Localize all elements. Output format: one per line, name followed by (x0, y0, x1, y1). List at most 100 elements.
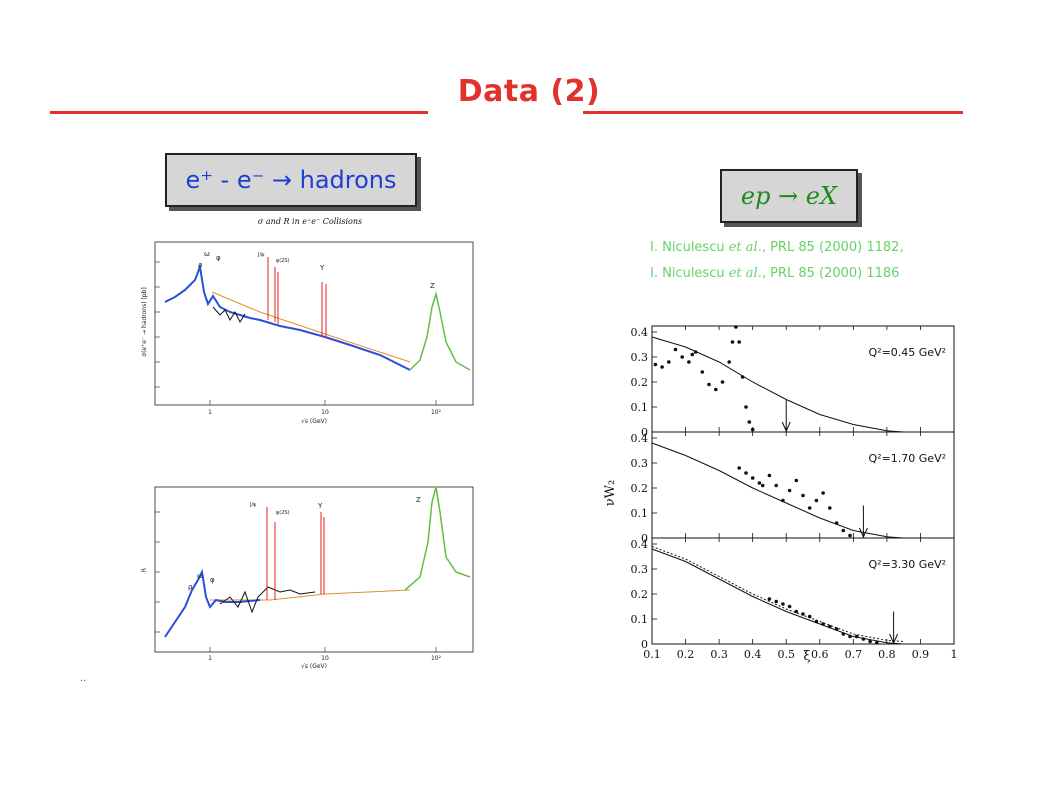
title-rule-left (50, 111, 428, 114)
panel-2-data-point (744, 471, 748, 475)
panel-1-ytick-label: 0.3 (631, 351, 649, 364)
panel-2-data-point (757, 481, 762, 485)
ee-plot-title: σ and R in e⁺e⁻ Collisions (258, 217, 362, 226)
panel-1-data-point (660, 365, 664, 369)
panel-1-data-point (727, 360, 731, 364)
panel-2-ytick-label: 0.3 (631, 457, 649, 470)
panel-3-data-point (841, 632, 846, 636)
r-plot-frame (154, 486, 474, 653)
panel-2-data-point (814, 498, 819, 503)
xtick-label: 1 (951, 648, 958, 661)
sigma-z-peak (409, 291, 471, 371)
panel-3-data-point (767, 597, 772, 601)
panel-2-q2-label: Q²=1.70 GeV² (869, 452, 947, 465)
reference-2-etal: et al. (728, 266, 762, 281)
panel-2-data-point (841, 528, 846, 533)
panel-3-q2-label: Q²=3.30 GeV² (869, 558, 947, 571)
panel-1-data-point (737, 340, 741, 344)
panel-1-curve (651, 336, 904, 433)
panel-frame-1 (651, 325, 955, 433)
panel-2-ytick-label: 0 (641, 532, 648, 545)
xtick-label: 0.5 (777, 648, 795, 661)
r-label-z: Z (416, 496, 421, 504)
panel-1-data-point (653, 362, 658, 367)
panel-1-data-point (747, 420, 752, 424)
ee-hadrons-label: e⁺ - e⁻ → hadrons (185, 166, 397, 194)
panel-1-data-point (693, 350, 698, 354)
panel-1-data-point (673, 347, 678, 352)
sigma-plot: σ(e⁺e⁻ → hadrons) [pb] √s (GeV) 1 10 10²… (141, 241, 474, 425)
panel-2-data-point (821, 491, 825, 495)
panel-3-ytick-label: 0.3 (631, 563, 649, 576)
r-xtick-10: 10 (321, 655, 329, 662)
reference-1: I. Niculescu et al., PRL 85 (2000) 1182, (650, 240, 904, 255)
panel-1-ytick-label: 0.4 (631, 326, 649, 339)
panel-3-data-point (781, 602, 785, 606)
panel-1-data-point (714, 387, 718, 392)
panel-2-data-point (834, 521, 839, 525)
sigma-label-upsilon: Υ (319, 264, 325, 272)
panel-1-data-point (690, 352, 695, 357)
reference-2-authors: I. Niculescu (650, 266, 729, 281)
ep-ex-label: ep → eX (740, 182, 838, 210)
panel-3-arrow-head (889, 633, 899, 645)
panel-1-data-point (740, 375, 745, 379)
panel-3-data-point (854, 634, 859, 639)
panel-2-data-point (807, 506, 812, 510)
panel-2-arrow-head (858, 527, 868, 539)
panel-3-curve (651, 548, 904, 645)
xtick-label: 0.6 (811, 648, 829, 661)
panel-2-data-point (794, 478, 799, 483)
panel-3-data-point (821, 622, 825, 626)
r-xtick-1: 1 (208, 655, 212, 662)
panel-2-data-point (774, 483, 778, 488)
panel-3-ytick-label: 0.1 (631, 613, 649, 626)
panel-1-data-point (730, 340, 735, 344)
panel-1-ytick-label: 0.1 (631, 401, 649, 414)
panel-3-ytick-label: 0.4 (631, 538, 649, 551)
reference-2-citation: , PRL 85 (2000) 1186 (761, 266, 900, 281)
r-label-omega: ω (197, 572, 203, 580)
panel-2-ytick-label: 0.1 (631, 507, 649, 520)
panel-2-ytick-label: 0.2 (631, 482, 649, 495)
panel-1-data-point (687, 360, 691, 364)
sigma-plot-frame (154, 241, 474, 406)
sigma-label-z: Z (430, 282, 435, 290)
panel-2-curve (651, 442, 904, 539)
panel-1-data-point (734, 325, 738, 329)
sigma-xtick-100: 10² (431, 409, 442, 416)
xtick-label: 0.3 (710, 648, 728, 661)
reference-1-citation: , PRL 85 (2000) 1182, (761, 240, 904, 255)
sigma-label-rho: ρ (198, 261, 203, 269)
ep-ex-label-box: ep → eX (720, 169, 858, 223)
reference-2: I. Niculescu et al., PRL 85 (2000) 1186 (650, 266, 899, 281)
panel-3-data-point (848, 634, 852, 639)
sigma-fit-line (211, 291, 411, 363)
panel-1-data-point (680, 355, 684, 359)
panel-3-data-point (814, 619, 819, 624)
panel-3-data-point (834, 627, 839, 631)
footer-mark: ·· (80, 676, 87, 687)
panel-2-data-point (781, 498, 785, 503)
panel-1-ytick-label: 0.2 (631, 376, 649, 389)
slide-title-bar: Data (2) (0, 70, 1058, 120)
panel-frame-2 (651, 431, 955, 539)
panel-1-data-point (720, 380, 725, 384)
r-xlabel: √s (GeV) (301, 663, 327, 670)
r-fit-line (210, 589, 411, 601)
panel-2-ytick-label: 0.4 (631, 432, 649, 445)
reference-1-etal: et al. (728, 240, 762, 255)
panel-3-data-point (794, 609, 799, 614)
xtick-label: 0.2 (677, 648, 695, 661)
panel-3-data-point (801, 612, 805, 616)
panel-1-data-point (744, 405, 748, 409)
reference-1-authors: I. Niculescu (650, 240, 729, 255)
sigma-data (164, 263, 411, 371)
panel-1-arrow-head (781, 421, 791, 433)
panel-1-data-point (700, 370, 705, 374)
sigma-xlabel: √s (GeV) (301, 418, 327, 425)
panel-3-ytick-label: 0.2 (631, 588, 649, 601)
panel-3-data-point (875, 641, 879, 645)
panel-1-data-point (667, 360, 671, 364)
xtick-label: 0.7 (845, 648, 863, 661)
